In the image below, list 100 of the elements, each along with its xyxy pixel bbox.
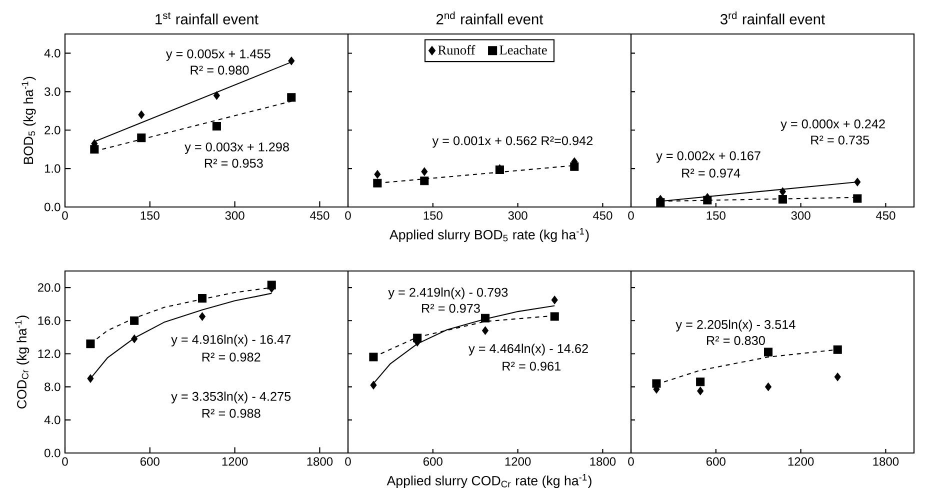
point bbox=[652, 379, 661, 388]
point bbox=[697, 386, 704, 396]
point bbox=[551, 296, 558, 304]
annotation: y = 0.001x + 0.562 R²=0.942 bbox=[432, 136, 593, 148]
legend-label: Runoff bbox=[438, 45, 476, 55]
x-tick-label: 450 bbox=[876, 211, 896, 220]
x-tick-label: 1200 bbox=[222, 457, 248, 466]
point bbox=[267, 280, 276, 290]
x-tick-label: 0 bbox=[62, 457, 68, 466]
y-axis-title: COD$_{Cr}$ (kg ha$^{-1}$) bbox=[15, 316, 30, 408]
annotation: R² = 0.735 bbox=[811, 136, 870, 145]
point bbox=[131, 334, 138, 344]
annotation: y = 0.005x + 1.455 bbox=[166, 49, 270, 61]
x-tick-label: 1800 bbox=[873, 457, 899, 466]
point bbox=[421, 167, 428, 176]
point bbox=[137, 134, 146, 142]
x-tick-label: 150 bbox=[706, 211, 726, 220]
point bbox=[550, 312, 559, 321]
x-tick-label: 0 bbox=[62, 211, 68, 220]
point bbox=[413, 334, 422, 342]
point bbox=[288, 56, 295, 66]
point bbox=[779, 187, 786, 196]
point bbox=[370, 380, 377, 390]
point bbox=[86, 340, 95, 348]
x-tick-label: 450 bbox=[592, 211, 612, 220]
chart-title: 1$^{st}$ rainfall event bbox=[156, 12, 258, 24]
point bbox=[778, 195, 787, 204]
point bbox=[130, 316, 139, 325]
point bbox=[703, 196, 712, 204]
point bbox=[764, 348, 773, 356]
y-tick-label: 1.0 bbox=[44, 164, 60, 173]
point bbox=[834, 372, 841, 382]
point bbox=[287, 93, 296, 102]
annotation: y = 2.419ln(x) - 0.793 bbox=[388, 287, 508, 300]
y-tick-label: 16.0 bbox=[38, 316, 60, 325]
y-tick-label: 4.0 bbox=[44, 48, 60, 58]
annotation: y = 3.353ln(x) - 4.275 bbox=[171, 392, 291, 404]
y-tick-label: 3.0 bbox=[44, 87, 60, 96]
point bbox=[764, 382, 772, 392]
x-tick-label: 150 bbox=[140, 211, 160, 220]
point bbox=[420, 176, 429, 186]
x-tick-label: 450 bbox=[310, 211, 330, 220]
annotation: y = 0.002x + 0.167 bbox=[656, 151, 760, 163]
annotation: R² = 0.961 bbox=[502, 362, 560, 371]
point bbox=[656, 198, 665, 207]
annotation: y = 4.916ln(x) - 16.47 bbox=[171, 334, 291, 346]
point bbox=[369, 352, 378, 362]
point bbox=[90, 145, 99, 154]
point bbox=[213, 91, 220, 100]
x-tick-label: 0 bbox=[628, 457, 634, 466]
y-tick-label: 0.0 bbox=[44, 448, 60, 458]
x-tick-label: 0 bbox=[628, 211, 634, 220]
x-tick-label: 1800 bbox=[590, 457, 616, 466]
annotation: y = 4.464ln(x) - 14.62 bbox=[468, 344, 588, 356]
annotation: R² = 0.980 bbox=[190, 66, 249, 75]
annotation: y = 0.003x + 1.298 bbox=[184, 142, 289, 154]
x-tick-label: 600 bbox=[706, 457, 726, 466]
point bbox=[138, 110, 145, 120]
x-tick-label: 150 bbox=[424, 211, 442, 220]
y-tick-label: 0.0 bbox=[44, 202, 60, 212]
point bbox=[696, 378, 705, 386]
x-axis-title: Applied slurry BOD$_{5}$ rate (kg ha$^{-1}$) bbox=[389, 228, 589, 242]
y-tick-label: 2.0 bbox=[44, 126, 60, 134]
y-axis-title: BOD$_{5}$ (kg ha$^{-1}$) bbox=[22, 76, 36, 164]
point bbox=[482, 326, 489, 335]
annotation: R² = 0.953 bbox=[204, 158, 263, 168]
chart-title: 2$^{nd}$ rainfall event bbox=[436, 12, 544, 24]
point bbox=[833, 345, 842, 354]
y-tick-label: 8.0 bbox=[44, 382, 60, 392]
point bbox=[373, 178, 382, 188]
x-tick-label: 300 bbox=[508, 211, 528, 220]
x-tick-label: 300 bbox=[791, 211, 810, 220]
point bbox=[198, 294, 207, 303]
chart-title: 3$^{rd}$ rainfall event bbox=[720, 12, 825, 24]
x-tick-label: 1800 bbox=[307, 457, 333, 466]
x-tick-label: 600 bbox=[424, 457, 442, 466]
x-tick-label: 600 bbox=[140, 457, 160, 466]
point bbox=[198, 312, 206, 321]
annotation: R² = 0.973 bbox=[422, 304, 480, 313]
point bbox=[480, 314, 490, 322]
x-axis-title: Applied slurry COD$_{Cr}$ rate (kg ha$^{-1}$) bbox=[386, 474, 592, 488]
annotation: y = 0.000x + 0.242 bbox=[780, 119, 885, 131]
point bbox=[853, 194, 862, 203]
annotation: R² = 0.974 bbox=[682, 168, 740, 178]
legend-label: Leachate bbox=[500, 45, 547, 55]
point bbox=[374, 170, 381, 179]
point bbox=[212, 122, 221, 131]
annotation: R² = 0.830 bbox=[707, 336, 765, 346]
x-tick-label: 1200 bbox=[788, 457, 814, 466]
point bbox=[854, 178, 861, 186]
x-tick-label: 0 bbox=[345, 457, 351, 466]
point bbox=[570, 162, 579, 171]
x-tick-label: 1200 bbox=[505, 457, 531, 466]
y-tick-label: 4.0 bbox=[44, 416, 60, 424]
annotation: R² = 0.982 bbox=[202, 352, 260, 362]
x-tick-label: 300 bbox=[225, 211, 244, 220]
y-tick-label: 20.0 bbox=[38, 283, 60, 292]
annotation: y = 2.205ln(x) - 3.514 bbox=[676, 320, 796, 332]
point bbox=[87, 374, 94, 383]
annotation: R² = 0.988 bbox=[202, 408, 260, 418]
